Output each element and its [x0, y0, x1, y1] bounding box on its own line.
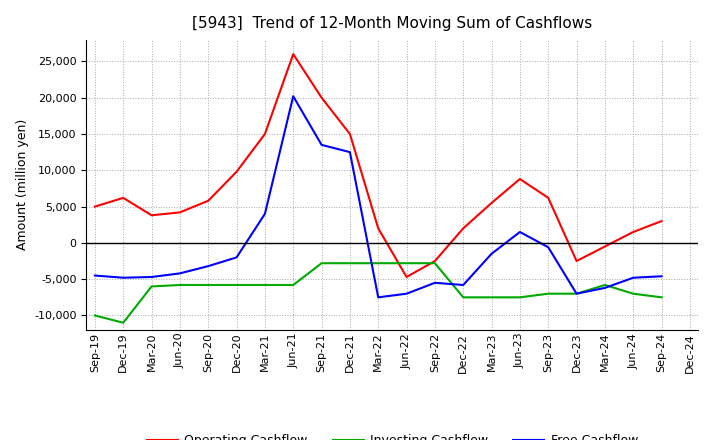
Free Cashflow [431, 280, 439, 286]
Operating Cashflow [261, 131, 269, 136]
Operating Cashflow [233, 169, 241, 174]
Operating Cashflow [176, 210, 184, 215]
Operating Cashflow [572, 258, 581, 264]
Operating Cashflow [629, 229, 637, 235]
Investing Cashflow [119, 320, 127, 326]
Free Cashflow [289, 94, 297, 99]
Operating Cashflow [119, 195, 127, 201]
Investing Cashflow [233, 282, 241, 288]
Investing Cashflow [657, 295, 666, 300]
Free Cashflow [119, 275, 127, 280]
Operating Cashflow [91, 204, 99, 209]
Investing Cashflow [487, 295, 496, 300]
Free Cashflow [402, 291, 411, 297]
Operating Cashflow [487, 200, 496, 205]
Investing Cashflow [148, 284, 156, 289]
Free Cashflow [657, 274, 666, 279]
Free Cashflow [459, 282, 467, 288]
Operating Cashflow [402, 275, 411, 280]
Operating Cashflow [657, 218, 666, 224]
Operating Cashflow [516, 176, 524, 182]
Line: Free Cashflow: Free Cashflow [95, 96, 662, 297]
Free Cashflow [544, 245, 552, 250]
Investing Cashflow [600, 282, 609, 288]
Investing Cashflow [91, 313, 99, 318]
Free Cashflow [233, 255, 241, 260]
Operating Cashflow [148, 213, 156, 218]
Investing Cashflow [261, 282, 269, 288]
Investing Cashflow [289, 282, 297, 288]
Free Cashflow [318, 142, 326, 147]
Free Cashflow [374, 295, 382, 300]
Operating Cashflow [289, 51, 297, 57]
Investing Cashflow [516, 295, 524, 300]
Operating Cashflow [374, 226, 382, 231]
Investing Cashflow [374, 260, 382, 266]
Free Cashflow [487, 251, 496, 257]
Operating Cashflow [459, 226, 467, 231]
Free Cashflow [572, 291, 581, 297]
Investing Cashflow [459, 295, 467, 300]
Free Cashflow [91, 273, 99, 278]
Investing Cashflow [204, 282, 212, 288]
Y-axis label: Amount (million yen): Amount (million yen) [16, 119, 29, 250]
Investing Cashflow [402, 260, 411, 266]
Line: Investing Cashflow: Investing Cashflow [95, 263, 662, 323]
Free Cashflow [600, 285, 609, 290]
Operating Cashflow [600, 244, 609, 249]
Legend: Operating Cashflow, Investing Cashflow, Free Cashflow: Operating Cashflow, Investing Cashflow, … [142, 429, 643, 440]
Investing Cashflow [431, 260, 439, 266]
Operating Cashflow [346, 131, 354, 136]
Title: [5943]  Trend of 12-Month Moving Sum of Cashflows: [5943] Trend of 12-Month Moving Sum of C… [192, 16, 593, 32]
Operating Cashflow [204, 198, 212, 203]
Free Cashflow [204, 264, 212, 269]
Investing Cashflow [572, 291, 581, 297]
Free Cashflow [261, 211, 269, 216]
Investing Cashflow [629, 291, 637, 297]
Operating Cashflow [318, 95, 326, 100]
Free Cashflow [629, 275, 637, 280]
Free Cashflow [148, 275, 156, 280]
Line: Operating Cashflow: Operating Cashflow [95, 54, 662, 277]
Investing Cashflow [346, 260, 354, 266]
Operating Cashflow [431, 258, 439, 264]
Free Cashflow [176, 271, 184, 276]
Free Cashflow [346, 150, 354, 155]
Free Cashflow [516, 229, 524, 235]
Investing Cashflow [544, 291, 552, 297]
Investing Cashflow [318, 260, 326, 266]
Investing Cashflow [176, 282, 184, 288]
Operating Cashflow [544, 195, 552, 201]
